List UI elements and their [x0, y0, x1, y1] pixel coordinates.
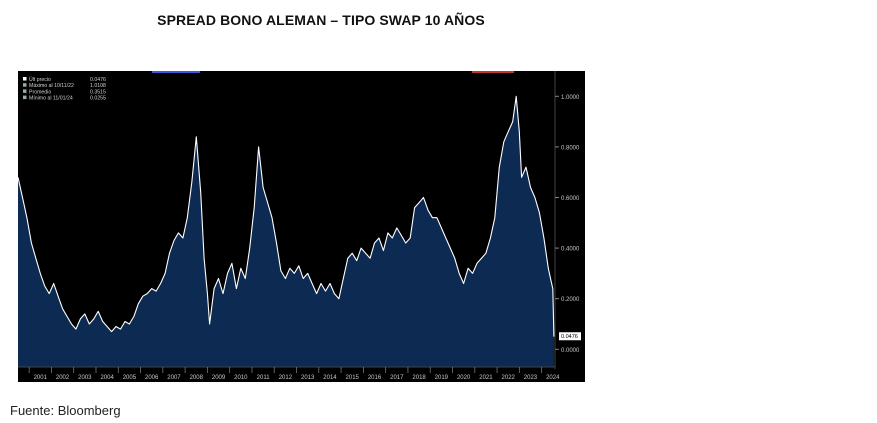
- legend-entry-label: Últ precio: [29, 76, 51, 83]
- legend-swatch: [23, 77, 27, 81]
- legend-swatch: [23, 95, 27, 100]
- legend-entry-value: 0.3515: [90, 89, 106, 95]
- area-fill: [18, 96, 554, 368]
- x-tick-label: 2019: [435, 375, 449, 381]
- x-tick-label: 2017: [390, 375, 404, 381]
- series-line: [17, 95, 555, 337]
- x-tick-label: 2021: [479, 375, 493, 381]
- legend-entry-value: 1.0108: [90, 83, 106, 89]
- x-tick-label: 2023: [524, 375, 538, 381]
- y-tick-label: 0.0000: [561, 348, 580, 354]
- y-tick-label: 0.8000: [561, 145, 580, 151]
- y-tick-label: 1.0000: [561, 95, 580, 101]
- legend-entry-value: 0.0255: [90, 96, 106, 102]
- x-tick-label: 2013: [301, 375, 315, 381]
- x-tick-label: 2020: [457, 375, 471, 381]
- x-tick-label: 2005: [123, 375, 137, 381]
- x-tick-label: 2003: [78, 375, 92, 381]
- x-tick-label: 2016: [368, 375, 382, 381]
- x-tick-label: 2011: [257, 375, 271, 381]
- chart-title: SPREAD BONO ALEMAN – TIPO SWAP 10 AÑOS: [157, 12, 485, 28]
- legend-entry-value: 0.0476: [90, 77, 106, 83]
- y-tick-label: 0.4000: [561, 247, 580, 253]
- x-tick-label: 2012: [279, 375, 293, 381]
- x-tick-label: 2014: [323, 375, 337, 381]
- legend-entry-label: Mínimo al 11/01/24: [29, 96, 73, 102]
- chart-panel: 1.0000 0.8000 0.6000 0.4000 0.2000 0.0000 200…: [17, 71, 585, 382]
- top-accent-blue: [152, 71, 200, 73]
- x-tick-label: 2001: [34, 375, 48, 381]
- x-tick-label: 2002: [56, 375, 70, 381]
- source-note: Fuente: Bloomberg: [10, 403, 121, 418]
- x-tick-label: 2015: [346, 375, 360, 381]
- x-tick-label: 2007: [167, 375, 181, 381]
- last-value-box: [559, 332, 581, 341]
- x-tick-label: 2018: [412, 375, 426, 381]
- legend-swatch: [23, 89, 27, 93]
- x-tick-label: 2008: [190, 375, 204, 381]
- spread-chart: 1.0000 0.8000 0.6000 0.4000 0.2000 0.0000 200…: [17, 71, 585, 382]
- legend-entry-label: Máximo al 10/11/22: [29, 83, 74, 89]
- x-tick-label: 2010: [234, 375, 248, 381]
- y-tick-label: 0.2000: [561, 297, 580, 303]
- x-tick-label: 2006: [145, 375, 159, 381]
- legend-entry-label: Promedio: [29, 89, 51, 95]
- x-tick-label: 2022: [502, 375, 516, 381]
- y-tick-label: 0.6000: [561, 196, 580, 202]
- x-tick-label: 2024: [546, 375, 560, 381]
- x-tick-label: 2004: [100, 375, 114, 381]
- last-value-label: 0.0476: [561, 334, 578, 340]
- legend-swatch: [23, 83, 27, 87]
- top-accent-red: [472, 71, 514, 73]
- legend: Últ precio 0.0476 Máximo al 10/11/22 1.0108…: [23, 76, 106, 102]
- x-tick-label: 2009: [212, 375, 226, 381]
